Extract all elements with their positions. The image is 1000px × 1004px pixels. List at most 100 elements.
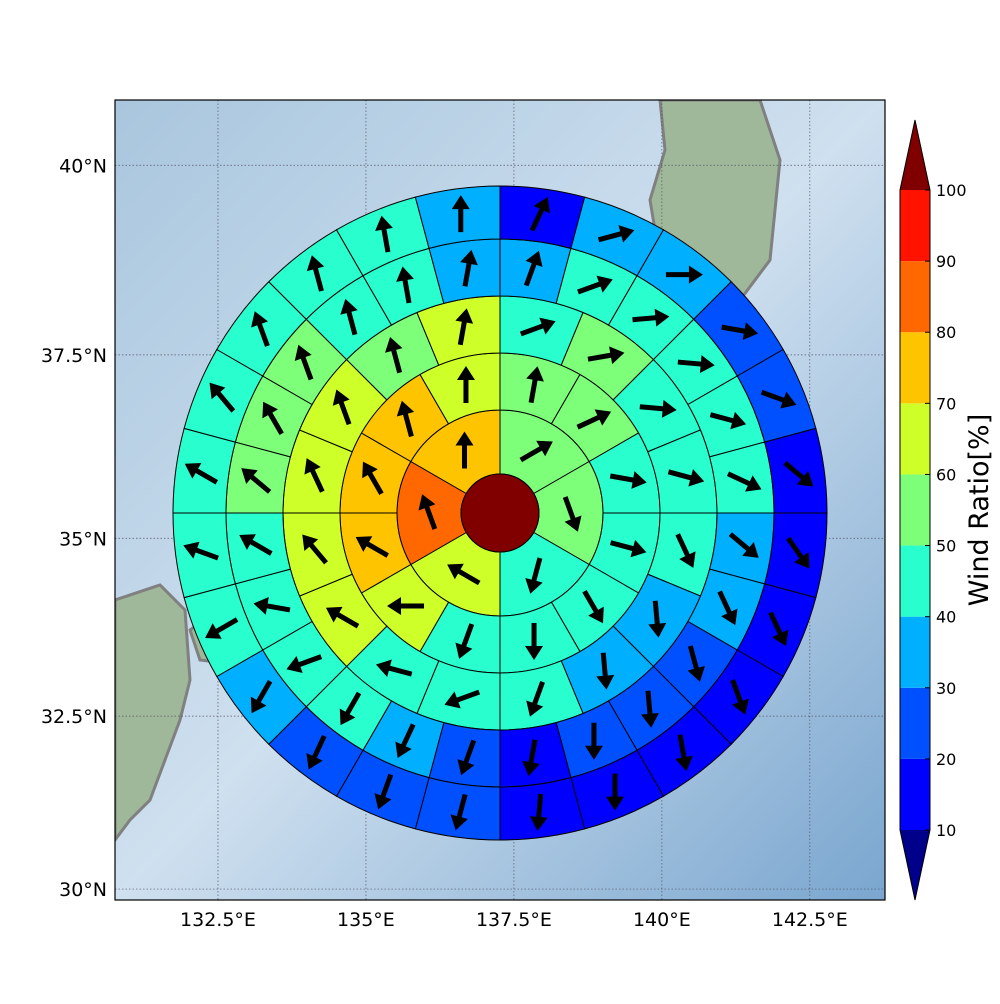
colorbar-label: Wind Ratio[%] xyxy=(964,414,995,606)
wind-arrow xyxy=(786,536,810,569)
wind-arrow xyxy=(730,679,749,715)
wind-arrow xyxy=(339,691,362,726)
wind-arrow xyxy=(576,409,612,430)
wind-arrow xyxy=(609,471,647,489)
wind-arrow xyxy=(340,298,358,336)
wind-arrow xyxy=(184,462,219,485)
wind-arrow xyxy=(396,266,414,304)
wind-arrow xyxy=(450,793,468,831)
colorbar: 10 20 30 40 50 60 70 80 90 100 xyxy=(899,119,967,901)
colorbar-segment xyxy=(900,687,930,759)
wind-arrow xyxy=(526,366,544,404)
wind-arrow xyxy=(519,440,553,463)
colorbar-tick-label: 70 xyxy=(936,394,956,413)
sector xyxy=(414,777,501,841)
wind-arrow xyxy=(709,411,747,430)
colorbar-segment xyxy=(900,616,930,688)
wind-arrow xyxy=(396,400,415,438)
wind-arrow xyxy=(529,793,548,831)
plot-frame xyxy=(114,99,886,901)
wind-arrow xyxy=(562,496,582,532)
sector xyxy=(414,185,501,249)
wind-arrow xyxy=(675,734,693,772)
colorbar-over xyxy=(900,120,930,190)
colorbar-tick-label: 30 xyxy=(936,679,956,698)
wind-arrow xyxy=(577,275,613,295)
wind-arrow xyxy=(525,557,543,594)
wind-arrow xyxy=(667,469,705,487)
wind-arrow xyxy=(444,689,481,709)
wind-arrow xyxy=(251,311,270,347)
wind-arrow xyxy=(596,652,615,690)
wind-arrow xyxy=(665,265,703,284)
x-tick-label: 135°E xyxy=(337,909,395,931)
wind-arrow xyxy=(306,255,325,292)
wind-arrow xyxy=(632,308,670,327)
wind-arrow xyxy=(768,611,789,647)
wind-arrow xyxy=(460,249,478,287)
wind-arrow xyxy=(253,597,291,615)
colorbar-segment xyxy=(900,758,930,830)
sector xyxy=(499,185,586,249)
colorbar-under xyxy=(900,830,930,900)
wind-arrow xyxy=(332,389,352,426)
colorbar-tick-label: 10 xyxy=(936,821,956,840)
colorbar-segment xyxy=(900,190,930,262)
center-disc xyxy=(460,473,540,553)
wind-arrow xyxy=(597,225,635,243)
y-tick-label: 40°N xyxy=(59,155,107,177)
wind-arrow xyxy=(526,681,545,717)
wind-arrow xyxy=(455,623,475,659)
sector xyxy=(172,427,236,514)
wind-arrow xyxy=(687,645,706,682)
wind-arrow xyxy=(726,471,762,492)
wind-arrow xyxy=(728,532,759,558)
wind-arrow xyxy=(721,322,759,340)
colorbar-segment xyxy=(900,545,930,617)
wind-arrow xyxy=(648,600,667,638)
wind-arrow xyxy=(455,308,474,346)
sectors xyxy=(172,185,828,841)
colorbar-tick-label: 60 xyxy=(936,465,956,484)
y-tick-label: 37.5°N xyxy=(41,345,107,367)
wind-arrow xyxy=(362,461,384,495)
wind-arrow xyxy=(760,389,797,409)
colorbar-segment xyxy=(900,261,930,333)
wind-arrow xyxy=(325,606,360,629)
colorbar-tick-label: 90 xyxy=(936,252,956,271)
wind-arrow xyxy=(639,399,677,418)
colorbar-tick-label: 20 xyxy=(936,750,956,769)
wind-arrow xyxy=(294,344,314,381)
colorbar-segment xyxy=(900,332,930,404)
x-tick-label: 132.5°E xyxy=(180,909,256,931)
wind-arrow xyxy=(241,468,272,494)
colorbar-segment xyxy=(900,474,930,546)
wind-arrow xyxy=(523,250,543,287)
colorbar-segment xyxy=(900,403,930,475)
wind-arrow xyxy=(262,401,284,436)
wind-arrow xyxy=(455,431,474,469)
wind-arrow xyxy=(587,346,625,365)
x-tick-label: 140°E xyxy=(633,909,691,931)
arrows xyxy=(183,195,814,831)
wind-arrow xyxy=(355,536,389,558)
x-tick-label: 142.5°E xyxy=(772,909,848,931)
wind-arrow xyxy=(302,534,328,565)
wind-arrow xyxy=(183,541,219,561)
wind-arrow xyxy=(717,590,738,626)
wind-arrow xyxy=(519,317,556,337)
wind-arrow xyxy=(304,458,325,493)
sector xyxy=(764,512,828,599)
wind-arrow xyxy=(418,494,438,530)
wind-arrow xyxy=(306,734,327,770)
wind-arrow xyxy=(250,679,273,714)
wind-arrow xyxy=(374,773,394,810)
wind-arrow xyxy=(582,590,604,624)
wind-arrow xyxy=(395,723,416,758)
wind-arrow xyxy=(584,722,603,760)
colorbar-tick-label: 40 xyxy=(936,608,956,627)
wind-arrow xyxy=(609,539,647,558)
wind-arrow xyxy=(205,617,239,639)
wind-arrow xyxy=(387,596,425,615)
